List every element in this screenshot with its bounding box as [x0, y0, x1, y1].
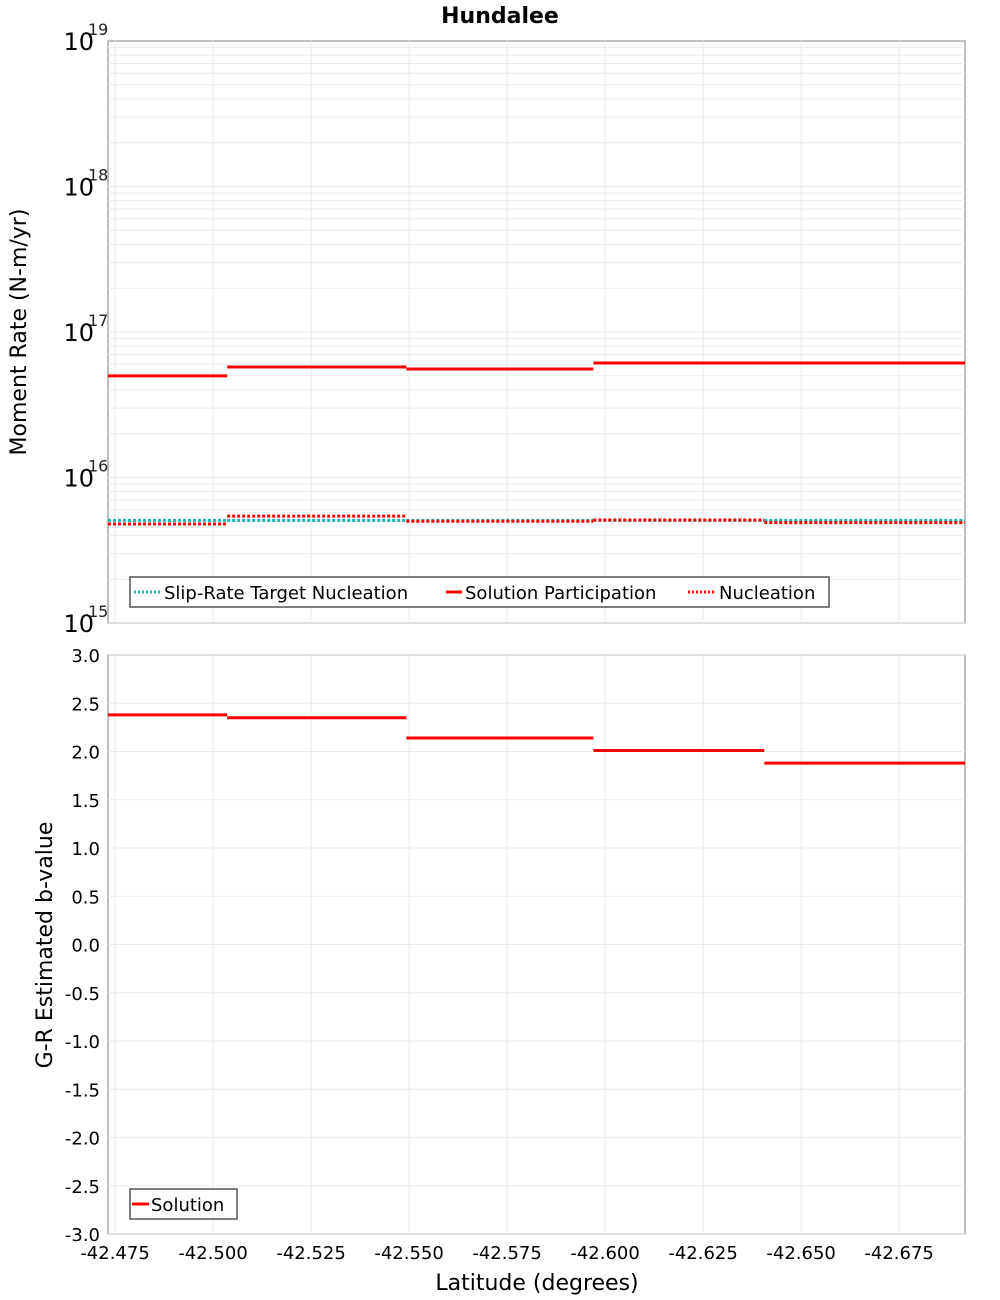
y-tick-label: 3.0 [71, 646, 100, 667]
y-tick-label: 2.5 [71, 694, 100, 715]
x-tick-label: -42.525 [276, 1243, 345, 1264]
x-tick-label: -42.650 [766, 1243, 835, 1264]
y-tick-label: -2.0 [65, 1129, 100, 1150]
bottom-y-axis-label: G-R Estimated b-value [33, 822, 58, 1069]
top-series [108, 361, 965, 526]
y-tick-exponent: 17 [88, 311, 108, 330]
bottom-series [108, 713, 965, 765]
top-gridlines [108, 41, 965, 624]
y-tick-label: 2.0 [71, 743, 100, 764]
y-tick-exponent: 15 [88, 602, 108, 621]
y-tick-exponent: 16 [88, 457, 108, 476]
legend-label-solution: Solution [151, 1195, 224, 1216]
y-tick-label: 1.5 [71, 791, 100, 812]
legend-label-nucleation: Nucleation [719, 583, 815, 604]
legend-label-participation: Solution Participation [465, 583, 656, 604]
y-tick-label: 10 [63, 610, 94, 638]
x-tick-label: -42.675 [864, 1243, 933, 1264]
y-tick-label: -0.5 [65, 984, 100, 1005]
x-tick-label: -42.575 [472, 1243, 541, 1264]
top-y-axis-label: Moment Rate (N-m/yr) [7, 209, 32, 456]
y-tick-label: 10 [63, 465, 94, 493]
y-tick-label: 10 [63, 319, 94, 347]
y-tick-label: -1.0 [65, 1032, 100, 1053]
x-tick-label: -42.600 [570, 1243, 639, 1264]
y-tick-label: -2.5 [65, 1177, 100, 1198]
y-tick-label: -3.0 [65, 1225, 100, 1246]
y-tick-label: 0.0 [71, 936, 100, 957]
chart-title: Hundalee [441, 4, 559, 29]
x-tick-label: -42.625 [668, 1243, 737, 1264]
legend-label-target: Slip-Rate Target Nucleation [164, 583, 408, 604]
bottom-y-ticks: 3.0 2.5 2.0 1.5 1.0 0.5 0.0 -0.5 -1.0 -1.5 -2.0 -2.… [65, 646, 100, 1246]
y-tick-label: 1.0 [71, 839, 100, 860]
y-tick-exponent: 19 [88, 20, 108, 39]
x-ticks: -42.475 -42.500 -42.525 -42.550 -42.575 -42.6… [80, 1243, 934, 1264]
bottom-gridlines [108, 654, 965, 1235]
y-tick-label: -1.5 [65, 1080, 100, 1101]
x-tick-label: -42.475 [80, 1243, 149, 1264]
b-value-plot: 3.0 2.5 2.0 1.5 1.0 0.5 0.0 -0.5 -1.0 -1.5 -2.0 -2.… [33, 646, 966, 1296]
x-tick-label: -42.500 [178, 1243, 247, 1264]
y-tick-label: 10 [63, 28, 94, 56]
y-tick-exponent: 18 [88, 166, 108, 185]
y-tick-label: 10 [63, 174, 94, 202]
bottom-legend: Solution [129, 1188, 238, 1220]
x-axis-label: Latitude (degrees) [435, 1271, 638, 1296]
x-tick-label: -42.550 [374, 1243, 443, 1264]
y-tick-label: 0.5 [71, 887, 100, 908]
top-legend: Slip-Rate Target Nucleation Solution Par… [129, 576, 830, 608]
